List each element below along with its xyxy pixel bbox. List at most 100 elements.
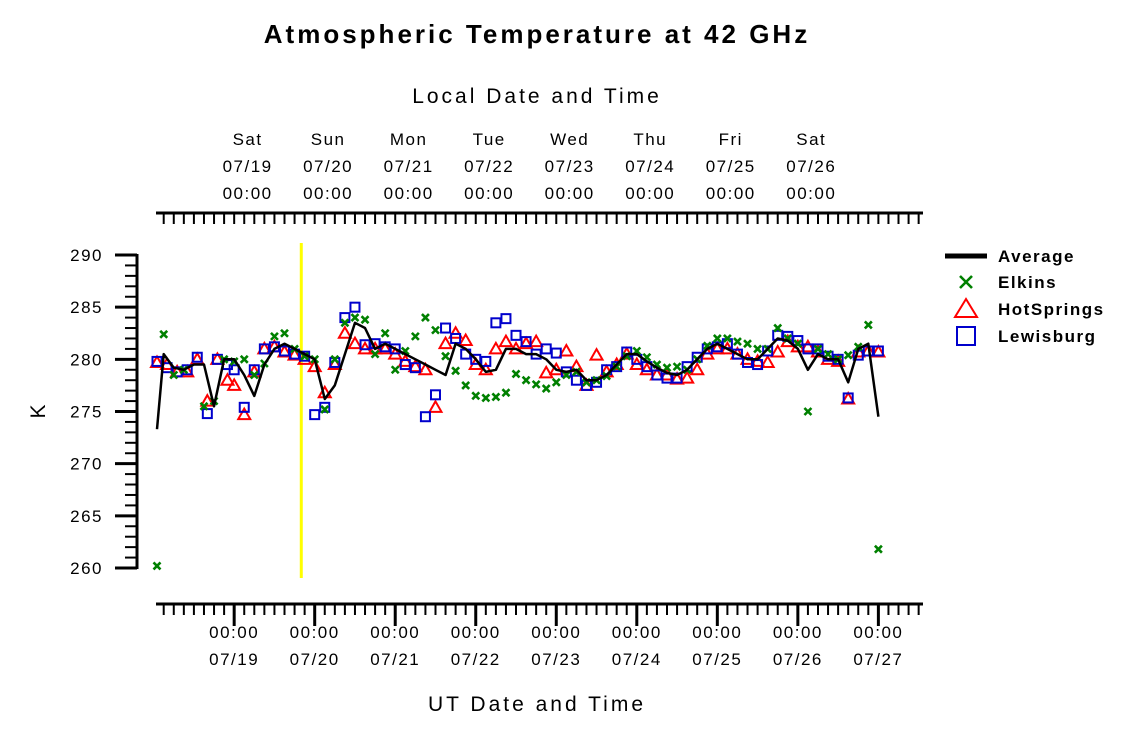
elkins-point [813, 344, 823, 354]
top-axis-title: Local Date and Time [412, 85, 662, 108]
elkins-point [662, 363, 672, 373]
hotsprings-point [870, 344, 887, 358]
top-tick-time: 00:00 [303, 184, 353, 203]
x-axis-title: UT Date and Time [428, 693, 646, 716]
bottom-tick-time: 00:00 [692, 623, 742, 642]
elkins-point [370, 349, 380, 359]
top-tick-time: 00:00 [706, 184, 756, 203]
elkins-point [199, 401, 209, 411]
lewisburg-point [802, 343, 814, 355]
lewisburg-point [651, 369, 663, 381]
hotsprings-point [770, 344, 786, 358]
tick-labels: 260 265 270 275 280 285 290 00:00 07/19 00:00 07/2… [70, 130, 902, 669]
hotsprings-point [669, 371, 685, 385]
elkins-point [753, 344, 763, 354]
elkins-point [491, 392, 501, 402]
hotsprings-point [759, 354, 776, 368]
top-tick-date: 07/19 [223, 157, 273, 176]
lewisburg-point [731, 348, 743, 360]
elkins-point [521, 375, 531, 385]
y-tick-label: 275 [70, 403, 103, 422]
hotsprings-point [689, 361, 705, 376]
bottom-tick-time: 00:00 [531, 623, 581, 642]
top-tick-day: Sat [233, 130, 263, 149]
elkins-point [152, 561, 162, 571]
hotsprings-point [347, 335, 363, 350]
elkins-point [843, 350, 853, 360]
average-line [155, 321, 880, 430]
elkins-point [451, 366, 461, 376]
bottom-tick-date: 07/19 [209, 650, 259, 669]
y-axis-title: K [27, 401, 50, 418]
lewisburg-point [842, 392, 854, 404]
hotsprings-point [407, 358, 424, 373]
top-tick-day: Mon [390, 130, 428, 149]
y-tick-label: 280 [70, 350, 103, 369]
lewisburg-point [279, 345, 290, 357]
y-tick-label: 265 [70, 507, 103, 526]
elkins-point [501, 388, 511, 398]
legend-item-hotsprings: HotSprings [953, 297, 1103, 319]
top-tick-date: 07/23 [545, 157, 595, 176]
top-tick-date: 07/26 [786, 157, 836, 176]
legend-label: Average [998, 247, 1075, 266]
lewisburg-point [151, 355, 163, 367]
hotsprings-point [639, 361, 655, 376]
legend-label: Elkins [998, 273, 1057, 292]
hotsprings-point [709, 340, 726, 355]
elkins-point [421, 313, 430, 323]
elkins-point [249, 370, 259, 380]
top-tick-time: 00:00 [464, 184, 514, 203]
lewisburg-point [389, 343, 401, 355]
hotsprings-point [226, 377, 242, 391]
top-tick-day: Thu [633, 130, 667, 149]
hotsprings-point [679, 370, 695, 384]
lewisburg-point [691, 351, 703, 363]
hotsprings-point [377, 340, 393, 355]
top-tick-date: 07/21 [384, 157, 434, 176]
elkins-point [511, 369, 521, 379]
lewisburg-point [211, 353, 223, 365]
lewisburg-point [510, 329, 522, 341]
bottom-tick-date: 07/25 [692, 650, 742, 669]
legend-item-lewisburg: Lewisburg [956, 326, 1097, 346]
elkins-point [551, 377, 561, 387]
hotsprings-point [417, 361, 434, 376]
legend-swatch-triangle [953, 297, 979, 318]
axes [115, 211, 923, 626]
lewisburg-point [349, 301, 361, 313]
elkins-point [340, 318, 350, 328]
top-tick-time: 00:00 [545, 184, 595, 203]
top-tick-date: 07/22 [464, 157, 514, 176]
elkins-point [441, 351, 450, 361]
elkins-point [431, 325, 440, 335]
lewisburg-point [191, 351, 203, 363]
lewisburg-point [309, 409, 321, 421]
hotsprings-point [199, 393, 216, 407]
y-tick-label: 285 [70, 298, 103, 317]
chart-title: Atmospheric Temperature at 42 GHz [264, 19, 810, 49]
elkins-point [863, 320, 873, 330]
legend-item-average: Average [945, 247, 1075, 266]
legend-label: Lewisburg [998, 327, 1097, 346]
hotsprings-point [548, 361, 564, 376]
hotsprings-point [558, 342, 575, 357]
hotsprings-point [457, 332, 474, 347]
top-tick-day: Tue [473, 130, 506, 149]
lewisburg-point [762, 345, 774, 357]
hotsprings-point [528, 333, 544, 348]
top-tick-time: 00:00 [384, 184, 434, 203]
elkins-point [773, 323, 783, 333]
lewisburg-point [258, 343, 270, 355]
legend-item-elkins: Elkins [959, 273, 1057, 292]
lewisburg-point [359, 339, 371, 351]
elkins-point [541, 384, 551, 393]
bottom-tick-date: 07/26 [773, 650, 823, 669]
y-tick-label: 290 [70, 246, 103, 265]
y-tick-label: 270 [70, 455, 103, 474]
lewisburg-point [429, 389, 441, 401]
lewisburg-point [319, 401, 331, 413]
lewisburg-point [238, 401, 250, 413]
top-tick-date: 07/20 [303, 157, 353, 176]
hotsprings-point [498, 333, 514, 348]
